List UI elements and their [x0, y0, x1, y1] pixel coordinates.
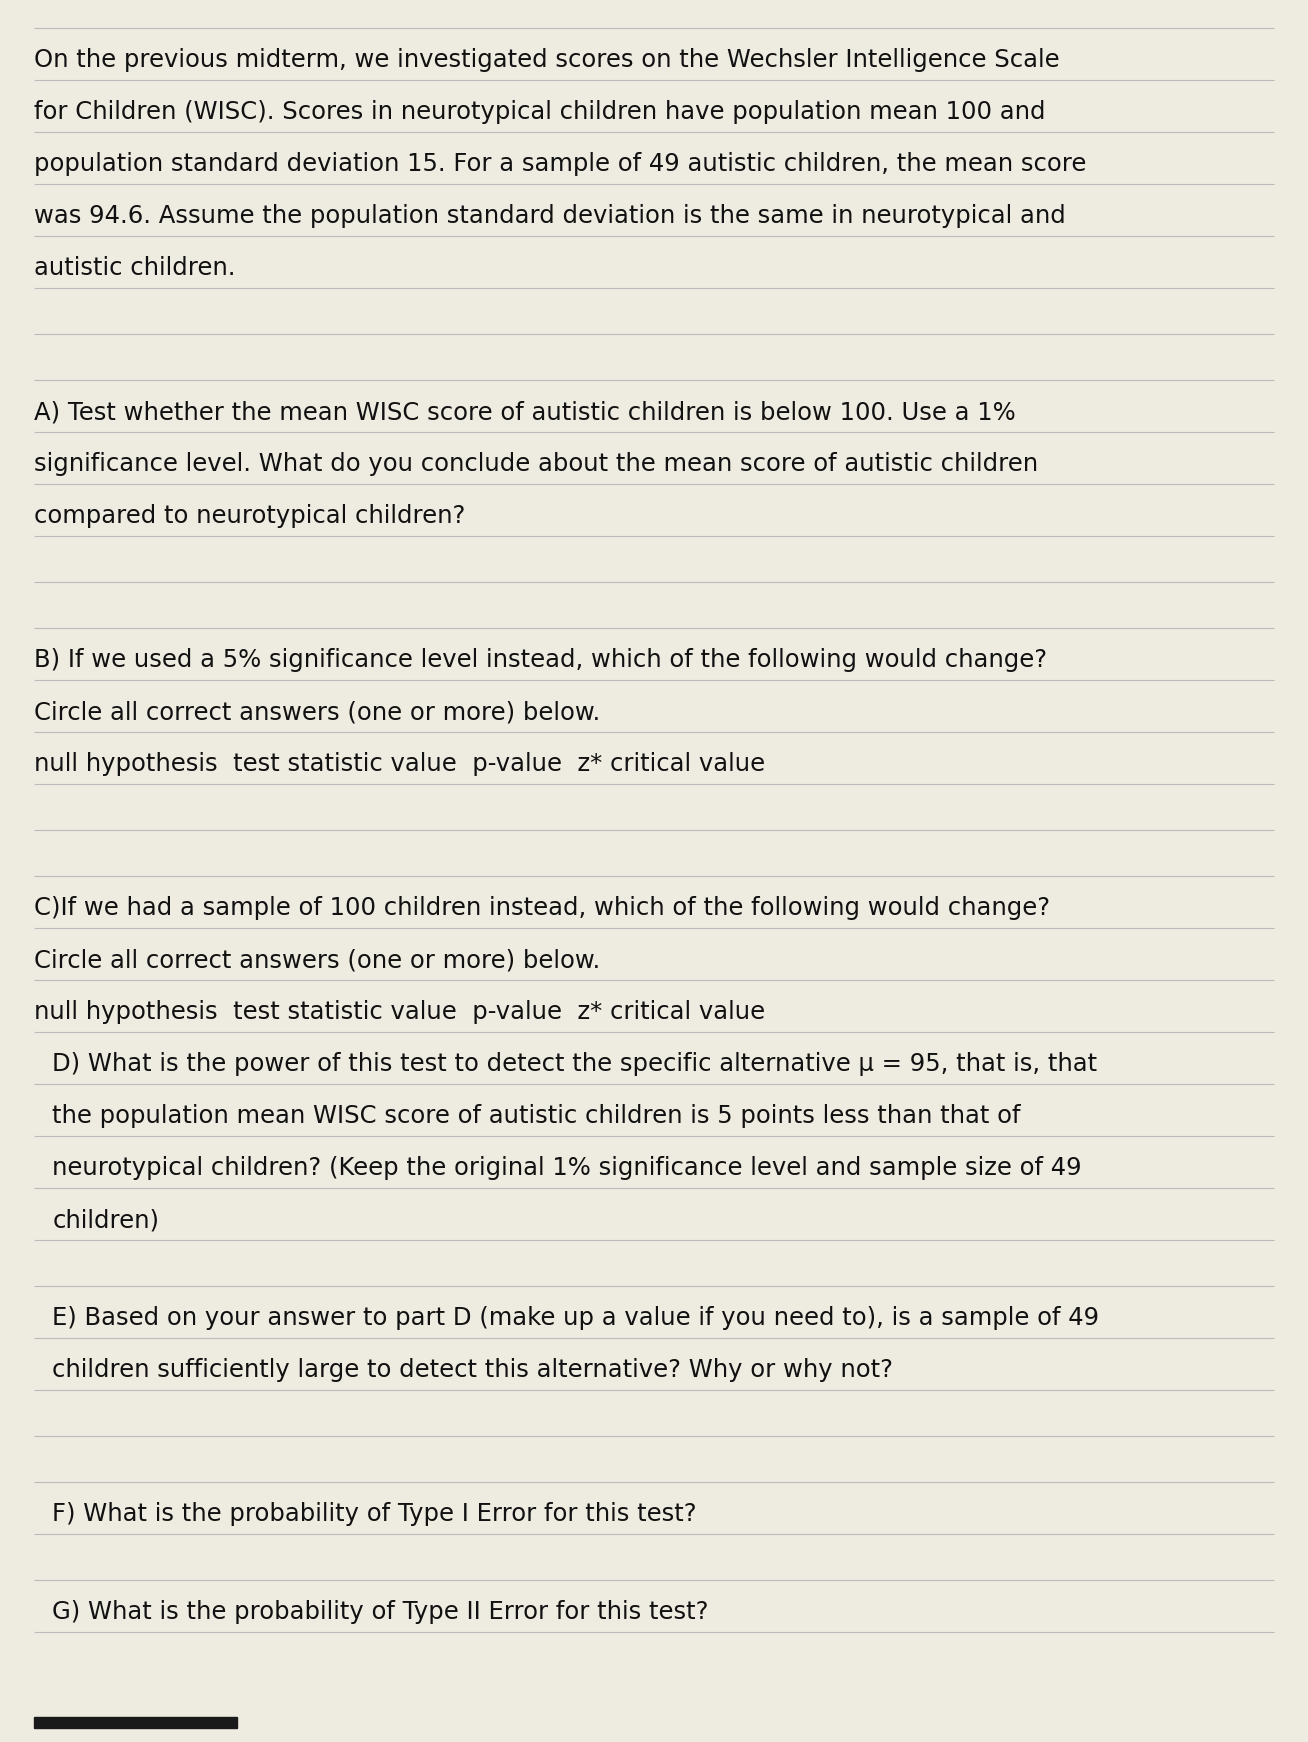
Text: compared to neurotypical children?: compared to neurotypical children? — [34, 503, 466, 528]
Text: Circle all correct answers (one or more) below.: Circle all correct answers (one or more)… — [34, 700, 600, 725]
Text: significance level. What do you conclude about the mean score of autistic childr: significance level. What do you conclude… — [34, 453, 1039, 476]
Text: the population mean WISC score of autistic children is 5 points less than that o: the population mean WISC score of autist… — [52, 1104, 1020, 1129]
Text: B) If we used a 5% significance level instead, which of the following would chan: B) If we used a 5% significance level in… — [34, 648, 1048, 672]
Text: population standard deviation 15. For a sample of 49 autistic children, the mean: population standard deviation 15. For a … — [34, 152, 1087, 176]
Text: children sufficiently large to detect this alternative? Why or why not?: children sufficiently large to detect th… — [52, 1359, 893, 1381]
Text: F) What is the probability of Type I Error for this test?: F) What is the probability of Type I Err… — [52, 1502, 697, 1526]
Bar — [34, 1718, 237, 1728]
Text: null hypothesis  test statistic value  p-value  z* critical value: null hypothesis test statistic value p-v… — [34, 1000, 765, 1024]
Text: was 94.6. Assume the population standard deviation is the same in neurotypical a: was 94.6. Assume the population standard… — [34, 204, 1066, 228]
Text: neurotypical children? (Keep the original 1% significance level and sample size : neurotypical children? (Keep the origina… — [52, 1157, 1082, 1181]
Text: for Children (WISC). Scores in neurotypical children have population mean 100 an: for Children (WISC). Scores in neurotypi… — [34, 101, 1045, 124]
Text: children): children) — [52, 1209, 160, 1232]
Text: C)If we had a sample of 100 children instead, which of the following would chang: C)If we had a sample of 100 children ins… — [34, 895, 1050, 920]
Text: null hypothesis  test statistic value  p-value  z* critical value: null hypothesis test statistic value p-v… — [34, 753, 765, 777]
Text: Circle all correct answers (one or more) below.: Circle all correct answers (one or more)… — [34, 948, 600, 972]
Text: E) Based on your answer to part D (make up a value if you need to), is a sample : E) Based on your answer to part D (make … — [52, 1306, 1100, 1331]
Text: autistic children.: autistic children. — [34, 256, 235, 280]
Text: On the previous midterm, we investigated scores on the Wechsler Intelligence Sca: On the previous midterm, we investigated… — [34, 49, 1059, 71]
Text: A) Test whether the mean WISC score of autistic children is below 100. Use a 1%: A) Test whether the mean WISC score of a… — [34, 401, 1016, 425]
Text: D) What is the power of this test to detect the specific alternative μ = 95, tha: D) What is the power of this test to det… — [52, 1052, 1097, 1077]
Text: G) What is the probability of Type II Error for this test?: G) What is the probability of Type II Er… — [52, 1601, 709, 1624]
